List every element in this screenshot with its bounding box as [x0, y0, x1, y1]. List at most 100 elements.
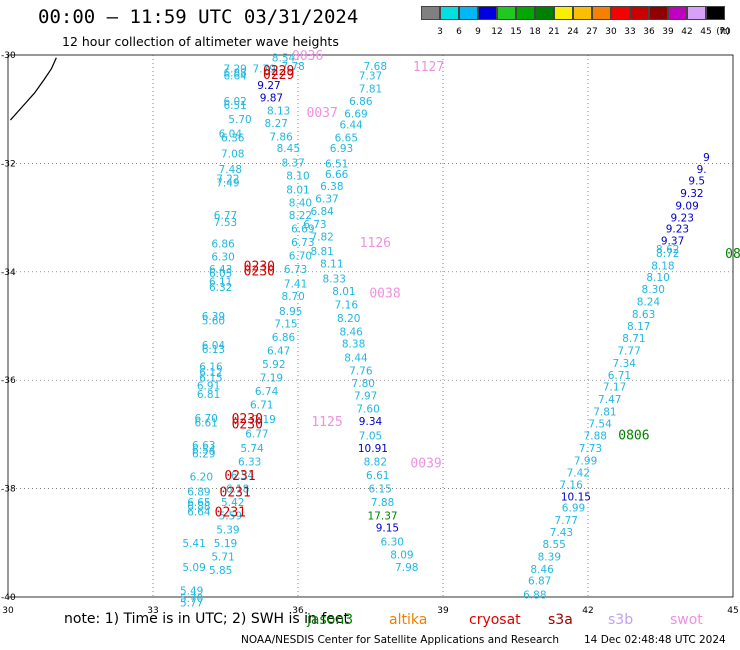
colorbar-swatch [497, 6, 516, 20]
wave-height-label: 6.77 [214, 210, 237, 222]
pass-time-label: 0039 [410, 457, 441, 472]
wave-height-label: 7.88 [584, 430, 607, 442]
wave-height-label: 5.19 [214, 538, 237, 550]
colorbar-swatch [478, 6, 497, 20]
colorbar-label: 18 [529, 27, 541, 37]
lon-tick-label: 45 [727, 606, 738, 616]
pass-time-label: 0037 [307, 106, 338, 121]
wave-height-label: 6.05 [209, 268, 232, 280]
wave-height-label: 7.77 [617, 345, 640, 357]
wave-height-label: 7.60 [356, 403, 379, 415]
lon-tick-label: 36 [292, 606, 304, 616]
colorbar-label: 15 [510, 27, 522, 37]
wave-height-label: 8.13 [267, 105, 290, 117]
wave-height-label: 8.17 [627, 321, 650, 333]
wave-height-label: 7.08 [221, 149, 244, 161]
wave-height-label: 6.65 [187, 497, 210, 509]
colorbar-swatch [592, 6, 611, 20]
wave-height-label: 6.73 [291, 237, 314, 249]
wave-height-label: 6.66 [325, 169, 349, 181]
wave-height-label: 6.73 [303, 219, 326, 231]
wave-height-label: 9.23 [666, 223, 689, 235]
wave-height-label: 6.54 [231, 470, 255, 482]
wave-height-label: 6.86 [272, 332, 296, 344]
wave-height-label: 7.22 [216, 174, 239, 186]
pass-time-label: 1126 [360, 236, 391, 251]
wave-height-label: 5.77 [180, 597, 203, 609]
wave-height-label: 6.93 [330, 143, 353, 155]
lon-tick-label: 33 [147, 606, 158, 616]
wave-height-label: 8.62 [656, 244, 679, 256]
wave-height-label: 6.88 [523, 589, 546, 601]
wave-height-label: 7.37 [359, 71, 382, 83]
wave-height-label: 6.44 [339, 119, 363, 131]
wave-height-label: 6.39 [202, 311, 225, 323]
colorbar-swatch [516, 6, 535, 20]
wave-height-label: 7.47 [598, 394, 621, 406]
wave-height-label: 8.22 [289, 210, 312, 222]
wave-height-label: 17.37 [368, 511, 398, 523]
wave-height-label: 8.82 [364, 457, 387, 469]
wave-height-label: 6.02 [223, 96, 246, 108]
wave-height-label: 8.71 [622, 333, 645, 345]
wave-height-label: 8.30 [642, 284, 665, 296]
lon-tick-label: 39 [437, 606, 449, 616]
wave-height-label: 5.59 [219, 511, 242, 523]
wave-height-label: 8.37 [281, 157, 304, 169]
wave-height-label: 7.77 [555, 515, 578, 527]
wave-height-label: 6.73 [284, 264, 307, 276]
pass-time-label: 0230 [232, 412, 263, 427]
wave-height-label: 6.88 [187, 501, 210, 513]
wave-height-label: 9.34 [359, 416, 383, 428]
wave-height-label: 6.71 [250, 400, 273, 412]
wave-height-label: 8.09 [390, 550, 413, 562]
wave-height-label: 8.18 [651, 260, 674, 272]
wave-height-label: 5.60 [202, 316, 225, 328]
pass-time-label: 0036 [292, 49, 323, 64]
wave-height-label: 5.41 [182, 538, 205, 550]
wave-height-label: 7.80 [352, 378, 375, 390]
wave-height-label: 6.65 [335, 132, 358, 144]
wave-height-label: 6.38 [320, 181, 343, 193]
lat-tick-label: -30 [1, 51, 16, 61]
wave-height-label: 8.55 [542, 539, 565, 551]
colorbar-label: 21 [548, 27, 560, 37]
wave-height-label: 7.15 [274, 318, 297, 330]
wave-height-label: 6.33 [238, 457, 261, 469]
colorbar-swatch [687, 6, 706, 20]
wave-height-label: 7.43 [550, 527, 573, 539]
wave-height-label: 7.17 [603, 382, 626, 394]
wave-height-label: 5.70 [180, 593, 203, 605]
wave-height-label: 7.81 [359, 84, 382, 96]
wave-height-label: 9.32 [680, 188, 703, 200]
wave-height-label: 6.37 [315, 194, 338, 206]
wave-height-label: 8.33 [323, 273, 346, 285]
wave-height-label: 6.89 [187, 486, 210, 498]
wave-height-label: 5.74 [240, 443, 264, 455]
wave-height-label: 5.71 [211, 551, 234, 563]
pass-time-label: 0230 [244, 259, 275, 274]
wave-height-label: 6.88 [223, 67, 246, 79]
wave-height-label: 6.30 [381, 537, 404, 549]
wave-height-label: 8.24 [637, 297, 661, 309]
wave-height-label: 7.99 [574, 455, 597, 467]
wave-height-label: 6.47 [267, 345, 290, 357]
wave-height-label: 8.44 [344, 352, 368, 364]
page-title: 00:00 – 11:59 UTC 03/31/2024 [38, 6, 359, 28]
wave-height-label: 6.18 [226, 484, 249, 496]
wave-height-label: 8.46 [339, 326, 363, 338]
pass-time-label: 1125 [311, 415, 342, 430]
satellite-s3a: s3a [548, 612, 573, 628]
pass-time-label: 0231 [220, 485, 251, 500]
wave-height-label: 7.16 [559, 479, 583, 491]
colorbar-swatch [554, 6, 573, 20]
pass-time-label: 0231 [215, 505, 246, 520]
wave-height-label: 7.88 [371, 497, 394, 509]
wave-height-label: 5.49 [180, 585, 203, 597]
wave-height-label: 6.91 [197, 381, 220, 393]
pass-time-label: 0229 [263, 64, 294, 79]
wave-height-label: 7.16 [335, 299, 359, 311]
wave-height-label: 8.10 [646, 272, 669, 284]
wave-height-label: 7.29 [223, 64, 246, 76]
